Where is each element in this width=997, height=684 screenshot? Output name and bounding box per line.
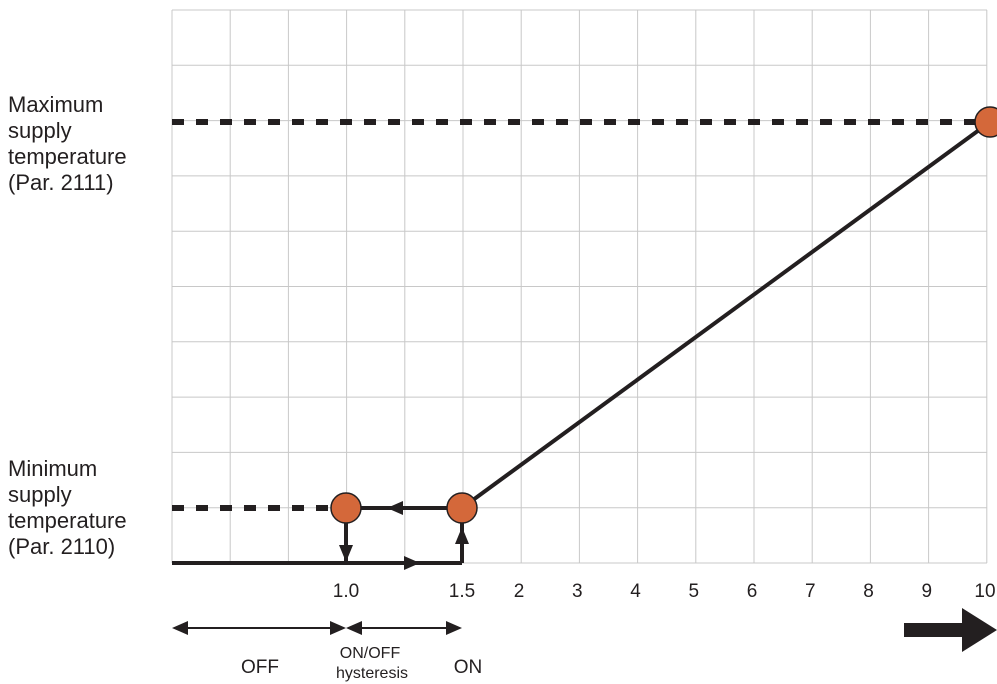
on-point-marker	[446, 492, 478, 524]
x-tick-label: 5	[688, 581, 699, 602]
off-down-arrow-icon	[339, 545, 353, 562]
rising-curve-line	[460, 120, 992, 510]
min-label-line2: supply	[8, 482, 72, 507]
max-point-marker	[974, 106, 997, 138]
x-tick-label: 10	[974, 581, 995, 602]
minimum-supply-temperature-label: Minimum supply temperature (Par. 2110)	[8, 456, 158, 560]
x-tick-label: 7	[805, 581, 816, 602]
max-label-line4: (Par. 2111)	[8, 170, 114, 195]
return-line-arrow-icon	[387, 501, 403, 515]
x-tick-label: 1.0	[333, 581, 359, 602]
on-up-arrow-icon	[455, 527, 469, 544]
hysteresis-zone-right-arrowhead-icon	[446, 621, 462, 635]
off-zone-left-arrowhead-icon	[172, 621, 188, 635]
grid	[171, 9, 988, 564]
hysteresis-zone-label-line2: hysteresis	[336, 665, 408, 682]
x-tick-label: 6	[747, 581, 758, 602]
off-point-marker	[330, 492, 362, 524]
max-label-line1: Maximum	[8, 92, 104, 117]
hysteresis-zone-left-arrowhead-icon	[346, 621, 362, 635]
x-tick-label: 9	[921, 581, 932, 602]
x-tick-label: 1.5	[449, 581, 475, 602]
on-zone-label: ON	[454, 657, 483, 678]
base-line-arrow-icon	[404, 556, 420, 570]
min-label-line3: temperature	[8, 508, 127, 533]
right-arrow-icon	[904, 608, 997, 652]
off-zone-label: OFF	[241, 657, 279, 678]
x-tick-label: 8	[863, 581, 874, 602]
off-zone-right-arrowhead-icon	[330, 621, 346, 635]
max-label-line2: supply	[8, 118, 72, 143]
x-tick-label: 2	[514, 581, 525, 602]
x-tick-label: 4	[630, 581, 641, 602]
maximum-supply-temperature-label: Maximum supply temperature (Par. 2111)	[8, 92, 158, 196]
x-tick-label: 3	[572, 581, 583, 602]
min-label-line1: Minimum	[8, 456, 98, 481]
max-label-line3: temperature	[8, 144, 127, 169]
min-label-line4: (Par. 2110)	[8, 534, 116, 559]
hysteresis-zone-label-line1: ON/OFF	[340, 645, 401, 662]
x-tick-labels: 1.0 1.5 2 3 4 5 6 7 8 9 10	[333, 581, 996, 602]
